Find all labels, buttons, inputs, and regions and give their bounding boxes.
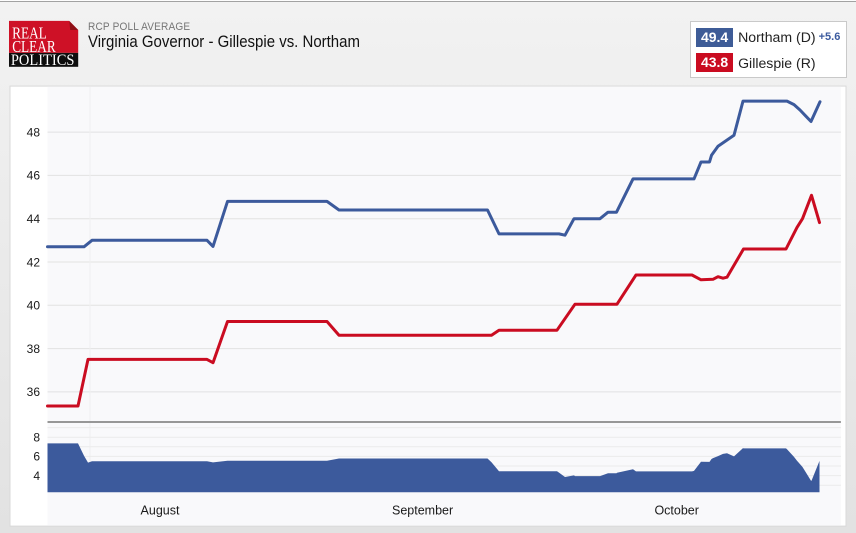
svg-text:REAL: REAL [12,24,47,43]
svg-text:6: 6 [33,450,40,464]
svg-text:4: 4 [33,469,40,483]
svg-text:48: 48 [27,125,41,139]
svg-text:8: 8 [33,431,40,445]
svg-text:40: 40 [27,299,41,313]
svg-text:44: 44 [27,212,41,226]
svg-text:August: August [141,504,180,518]
svg-text:42: 42 [27,255,41,269]
svg-text:36: 36 [27,385,41,399]
svg-text:46: 46 [27,169,41,183]
svg-text:September: September [392,504,453,518]
svg-text:38: 38 [27,342,41,356]
svg-text:POLITICS: POLITICS [11,52,75,69]
svg-text:October: October [654,504,698,518]
svg-text:CLEAR: CLEAR [12,37,56,56]
